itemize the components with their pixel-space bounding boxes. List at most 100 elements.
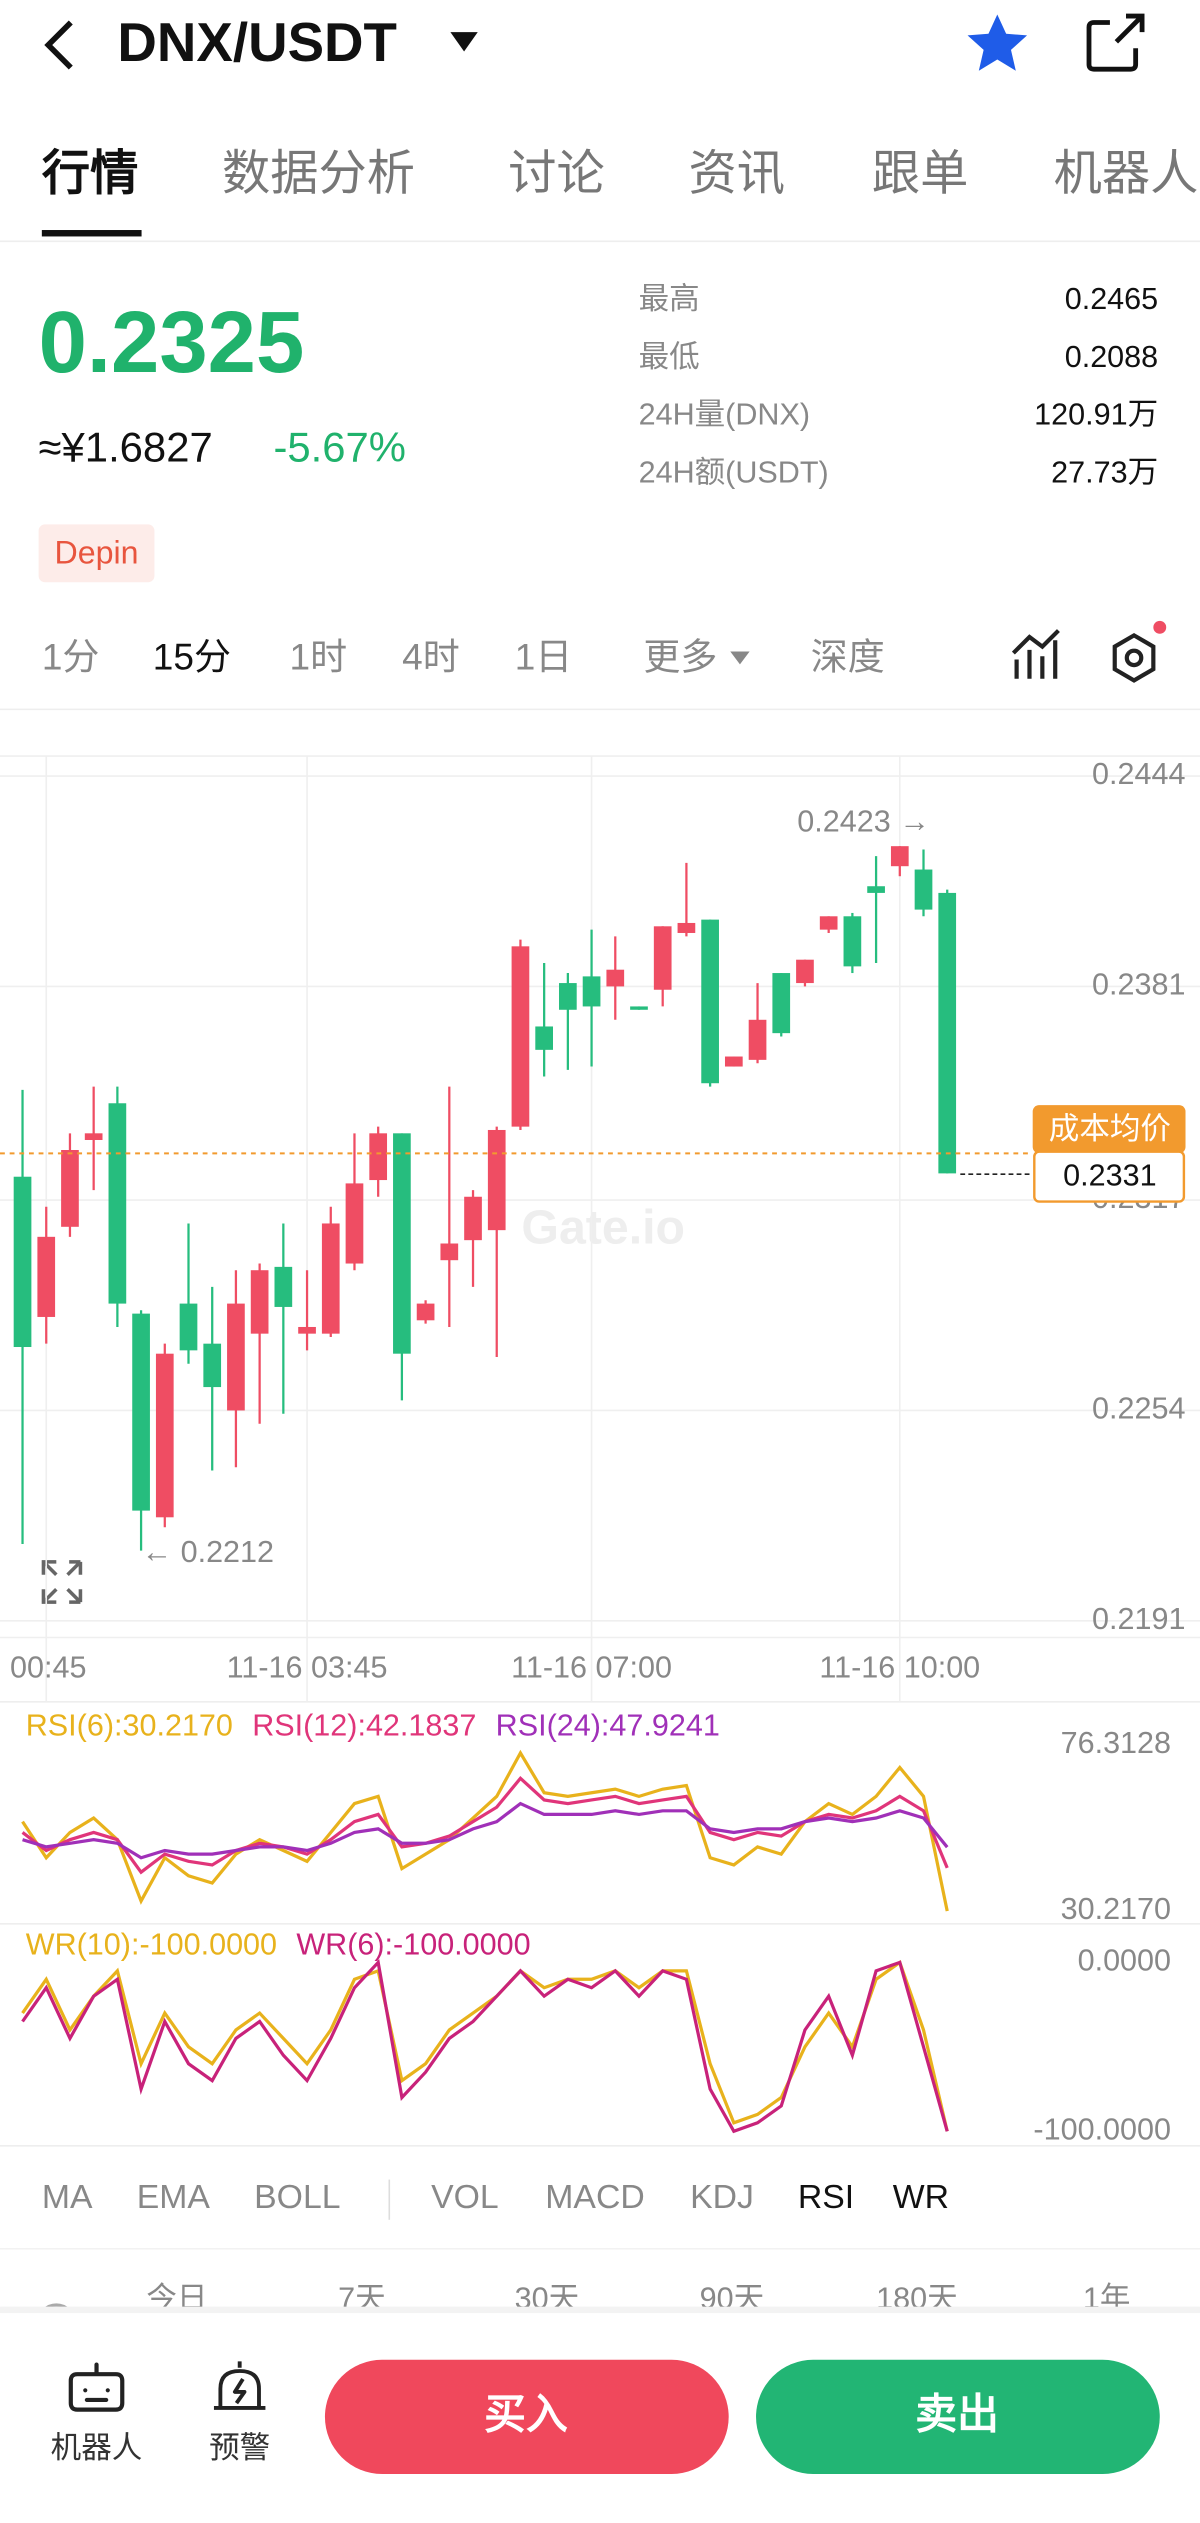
- candle-body: [155, 1353, 174, 1518]
- indicator-tab[interactable]: KDJ: [690, 2178, 754, 2216]
- candle-body: [677, 922, 696, 933]
- interval[interactable]: 深度: [811, 636, 885, 677]
- annotation: 0.2423 →: [797, 805, 929, 839]
- stat-label: 最高: [639, 282, 700, 316]
- last-price: 0.2325: [39, 294, 305, 391]
- stat-value: 120.91万: [1034, 398, 1158, 432]
- legend-entry: WR(6):-100.0000: [296, 1927, 530, 1961]
- candle-body: [84, 1133, 103, 1140]
- fullscreen-icon[interactable]: [41, 1560, 83, 1604]
- indicator-line: [21, 1749, 949, 1912]
- y-tick-label: 0.2254: [1092, 1392, 1185, 1426]
- candle-body: [724, 1056, 743, 1067]
- x-tick-label: 11-16 10:00: [819, 1651, 980, 1685]
- candle-body: [61, 1150, 79, 1227]
- stat-value: 0.2465: [1065, 282, 1158, 316]
- candle-body: [250, 1270, 269, 1334]
- bottom-shadow: [0, 2306, 1200, 2317]
- indicator-tab[interactable]: VOL: [431, 2178, 499, 2216]
- interval[interactable]: 1分: [42, 636, 100, 677]
- alert-label[interactable]: 预警: [209, 2431, 270, 2465]
- tab[interactable]: 跟单: [872, 147, 969, 201]
- candle-body: [487, 1129, 506, 1231]
- pair-title: DNX/USDT: [117, 11, 397, 73]
- interval[interactable]: 4时: [402, 636, 460, 677]
- indicator-icon[interactable]: [1011, 629, 1060, 679]
- interval[interactable]: 更多: [643, 636, 717, 677]
- tab[interactable]: 数据分析: [222, 147, 415, 201]
- interval[interactable]: 15分: [153, 636, 231, 677]
- back-button[interactable]: [44, 20, 73, 70]
- reference-label-bg: [1032, 1105, 1186, 1154]
- candle-body: [132, 1313, 150, 1511]
- candle-body: [274, 1266, 293, 1307]
- candle-body: [653, 926, 672, 990]
- indicator-line: [21, 1959, 949, 2132]
- share-button[interactable]: [1086, 13, 1145, 72]
- indicator-tab[interactable]: BOLL: [254, 2178, 340, 2216]
- watermark: Gate.io: [521, 1200, 685, 1254]
- candle-body: [345, 1183, 364, 1264]
- y-tick-label: 0.2381: [1092, 967, 1185, 1001]
- candle-body: [606, 969, 625, 987]
- buy-button[interactable]: [324, 2359, 729, 2474]
- settings-icon[interactable]: [1112, 620, 1167, 683]
- buy-label[interactable]: 买入: [484, 2391, 568, 2438]
- candle-body: [582, 976, 601, 1007]
- candle-body: [938, 892, 957, 1174]
- interval[interactable]: 1日: [515, 636, 573, 677]
- candle-body: [772, 973, 791, 1034]
- candle-body: [511, 946, 530, 1127]
- robot-label[interactable]: 机器人: [51, 2431, 143, 2465]
- candle-body: [108, 1103, 127, 1304]
- candle-body: [416, 1303, 435, 1321]
- alert-icon[interactable]: [213, 2361, 266, 2410]
- legend-entry: RSI(6):30.2170: [26, 1709, 233, 1743]
- sell-label[interactable]: 卖出: [915, 2391, 999, 2438]
- tag-bg: [38, 524, 155, 583]
- candle-body: [914, 869, 933, 910]
- stat-value: 0.2088: [1065, 340, 1158, 374]
- indicator-tab[interactable]: RSI: [798, 2178, 854, 2216]
- indicator-tab[interactable]: MA: [42, 2178, 93, 2216]
- sell-button[interactable]: [756, 2359, 1160, 2474]
- candle-body: [393, 1133, 411, 1354]
- tab[interactable]: 行情: [42, 147, 139, 201]
- candle-body: [440, 1243, 459, 1261]
- legend-entry: WR(10):-100.0000: [26, 1927, 277, 1961]
- pair-dropdown[interactable]: [450, 32, 478, 52]
- reference-label: 成本均价: [1049, 1112, 1171, 1146]
- stat-value: 27.73万: [1051, 456, 1158, 490]
- y-tick-label: 0.2444: [1092, 757, 1185, 791]
- candle-body: [748, 1019, 767, 1060]
- candle-body: [701, 919, 719, 1084]
- tag: Depin: [55, 534, 139, 570]
- legend-entry: RSI(12):42.1837: [252, 1709, 476, 1743]
- tab[interactable]: 讨论: [508, 147, 605, 201]
- indicator-tab[interactable]: WR: [893, 2178, 949, 2216]
- candle-body: [13, 1176, 32, 1348]
- candle-body: [203, 1343, 222, 1388]
- tab-underline: [41, 230, 142, 237]
- candle-body: [227, 1303, 245, 1411]
- tab[interactable]: 资讯: [688, 147, 785, 201]
- robot-icon[interactable]: [68, 2362, 125, 2412]
- candle-body: [179, 1303, 198, 1351]
- stat-label: 24H额(USDT): [639, 456, 829, 490]
- indicator-line: [21, 1775, 949, 1875]
- y-tick-label: 0.0000: [1078, 1943, 1171, 1977]
- candle-body: [890, 846, 909, 867]
- tab[interactable]: 机器人: [1054, 147, 1199, 201]
- candle-body: [867, 886, 885, 893]
- candle-body: [37, 1236, 56, 1317]
- cny-price: ≈¥1.6827: [39, 423, 213, 470]
- candle-body: [321, 1223, 340, 1334]
- candle-body: [559, 983, 577, 1010]
- favorite-star[interactable]: [967, 14, 1028, 71]
- indicator-line: [22, 1801, 949, 1860]
- indicator-tab[interactable]: MACD: [545, 2178, 644, 2216]
- stat-label: 最低: [639, 340, 700, 374]
- interval[interactable]: 1时: [290, 636, 348, 677]
- indicator-tab[interactable]: EMA: [137, 2178, 211, 2216]
- more-arrow: [730, 651, 750, 665]
